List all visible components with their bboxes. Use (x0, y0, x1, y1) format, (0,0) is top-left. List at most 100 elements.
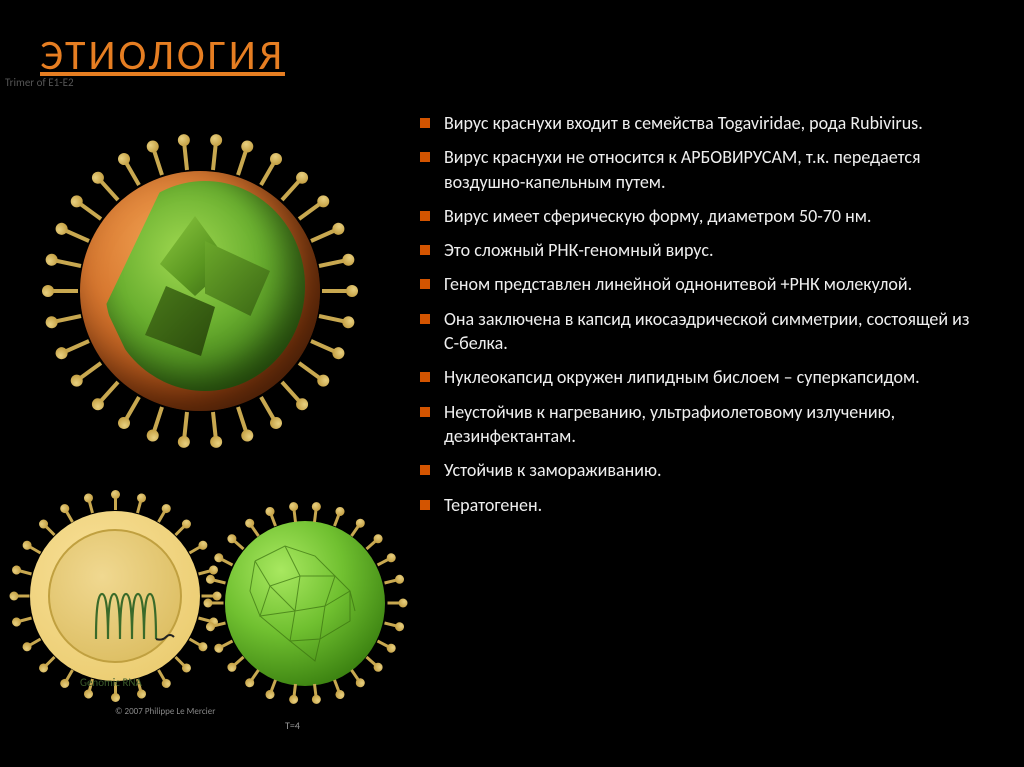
bullet-marker-icon (420, 279, 430, 289)
bullet-marker-icon (420, 500, 430, 510)
glycoprotein-spike (28, 638, 42, 648)
glycoprotein-spike (50, 289, 78, 293)
glycoprotein-spike (236, 406, 248, 434)
glycoprotein-spike (298, 361, 323, 381)
bullet-item: Геном представлен линейной однонитевой +… (420, 272, 984, 296)
capsid-sphere (225, 521, 385, 686)
text-column: Вирус краснухи входит в семейства Togavi… (420, 101, 984, 527)
glycoprotein-spike (313, 508, 318, 522)
bullet-marker-icon (420, 152, 430, 162)
bullet-marker-icon (420, 211, 430, 221)
glycoprotein-spike (384, 579, 398, 585)
glycoprotein-spike (292, 508, 297, 522)
glycoprotein-spike (98, 178, 120, 201)
bullet-text: Неустойчив к нагреванию, ультрафиолетово… (444, 400, 984, 449)
glycoprotein-spike (123, 160, 140, 186)
glycoprotein-spike (123, 396, 140, 422)
glycoprotein-spike (292, 684, 297, 698)
glycoprotein-spike (319, 258, 347, 268)
glycoprotein-spike (211, 412, 218, 440)
t4-label: T=4 (285, 719, 300, 732)
glycoprotein-spike (311, 228, 338, 243)
glycoprotein-spike (384, 621, 398, 627)
glycoprotein-spike (157, 670, 167, 684)
glycoprotein-spike (319, 314, 347, 324)
glycoprotein-spike (189, 638, 203, 648)
glycoprotein-spike (201, 595, 215, 598)
bullet-item: Неустойчив к нагреванию, ультрафиолетово… (420, 400, 984, 449)
rna-label: Genomic RNA (80, 676, 142, 689)
glycoprotein-spike (182, 412, 189, 440)
inner-membrane (48, 529, 182, 663)
bullet-marker-icon (420, 407, 430, 417)
glycoprotein-spike (53, 258, 81, 268)
content-area: Trimer of E1-E2 (20, 101, 984, 527)
glycoprotein-spike (211, 579, 225, 585)
bullet-text: Вирус краснухи входит в семейства Togavi… (444, 111, 984, 135)
slide-title: ЭТИОЛОГИЯ (40, 30, 984, 81)
glycoprotein-spike (189, 545, 203, 555)
glycoprotein-spike (157, 509, 167, 523)
glycoprotein-spike (259, 160, 276, 186)
glycoprotein-spike (298, 201, 323, 221)
bullet-item: Тератогенен. (420, 493, 984, 517)
glycoprotein-spike (28, 545, 42, 555)
bullet-text: Она заключена в капсид икосаэдрической с… (444, 307, 984, 356)
bullet-marker-icon (420, 372, 430, 382)
glycoprotein-spike (77, 361, 102, 381)
facet-lines (225, 521, 385, 686)
glycoprotein-spike (64, 670, 74, 684)
bullet-item: Вирус краснухи входит в семейства Togavi… (420, 111, 984, 135)
glycoprotein-spike (280, 380, 302, 403)
glycoprotein-spike (175, 524, 187, 536)
glycoprotein-spike (236, 148, 248, 176)
glycoprotein-spike (322, 289, 350, 293)
glycoprotein-spike (211, 142, 218, 170)
glycoprotein-spike (387, 602, 401, 605)
glycoprotein-spike (77, 201, 102, 221)
glycoprotein-spike (43, 656, 55, 668)
glycoprotein-spike (313, 684, 318, 698)
bullet-text: Тератогенен. (444, 493, 984, 517)
copyright-label: © 2007 Philippe Le Mercier (115, 706, 215, 717)
glycoprotein-spike (136, 499, 143, 513)
bullet-text: Вирус имеет сферическую форму, диаметром… (444, 204, 984, 228)
bullet-item: Нуклеокапсид окружен липидным бислоем – … (420, 365, 984, 389)
glycoprotein-spike (114, 496, 117, 510)
glycoprotein-spike (259, 396, 276, 422)
bullet-item: Устойчив к замораживанию. (420, 458, 984, 482)
trimer-label: Trimer of E1-E2 (5, 76, 74, 89)
glycoprotein-spike (18, 569, 32, 576)
schematic-diagrams: Genomic RNA © 2007 Philippe Le Mercier T… (20, 501, 420, 731)
bullet-text: Нуклеокапсид окружен липидным бислоем – … (444, 365, 984, 389)
glycoprotein-spike (88, 499, 95, 513)
bullet-marker-icon (420, 245, 430, 255)
glycoprotein-spike (43, 524, 55, 536)
bullet-text: Устойчив к замораживанию. (444, 458, 984, 482)
icosahedron-diagram (225, 521, 400, 696)
glycoprotein-spike (62, 339, 89, 354)
glycoprotein-spike (182, 142, 189, 170)
glycoprotein-spike (15, 595, 29, 598)
glycoprotein-spike (152, 406, 164, 434)
bullet-marker-icon (420, 314, 430, 324)
glycoprotein-spike (152, 148, 164, 176)
bullet-marker-icon (420, 118, 430, 128)
glycoprotein-spike (62, 228, 89, 243)
glycoprotein-spike (98, 380, 120, 403)
glycoprotein-spike (18, 617, 32, 624)
glycoprotein-spike (311, 339, 338, 354)
bullet-list: Вирус краснухи входит в семейства Togavi… (420, 111, 984, 517)
cross-section-diagram: Genomic RNA (30, 511, 210, 691)
glycoprotein-spike (53, 314, 81, 324)
bullet-text: Вирус краснухи не относится к АРБОВИРУСА… (444, 145, 984, 194)
main-virus-illustration: Trimer of E1-E2 (30, 121, 370, 461)
glycoprotein-spike (64, 509, 74, 523)
bullet-text: Геном представлен линейной однонитевой +… (444, 272, 984, 296)
glycoprotein-spike (209, 602, 223, 605)
genomic-rna-icon (88, 579, 182, 653)
bullet-item: Она заключена в капсид икосаэдрической с… (420, 307, 984, 356)
bullet-item: Это сложный РНК-геномный вирус. (420, 238, 984, 262)
bullet-item: Вирус имеет сферическую форму, диаметром… (420, 204, 984, 228)
glycoprotein-spike (280, 178, 302, 201)
